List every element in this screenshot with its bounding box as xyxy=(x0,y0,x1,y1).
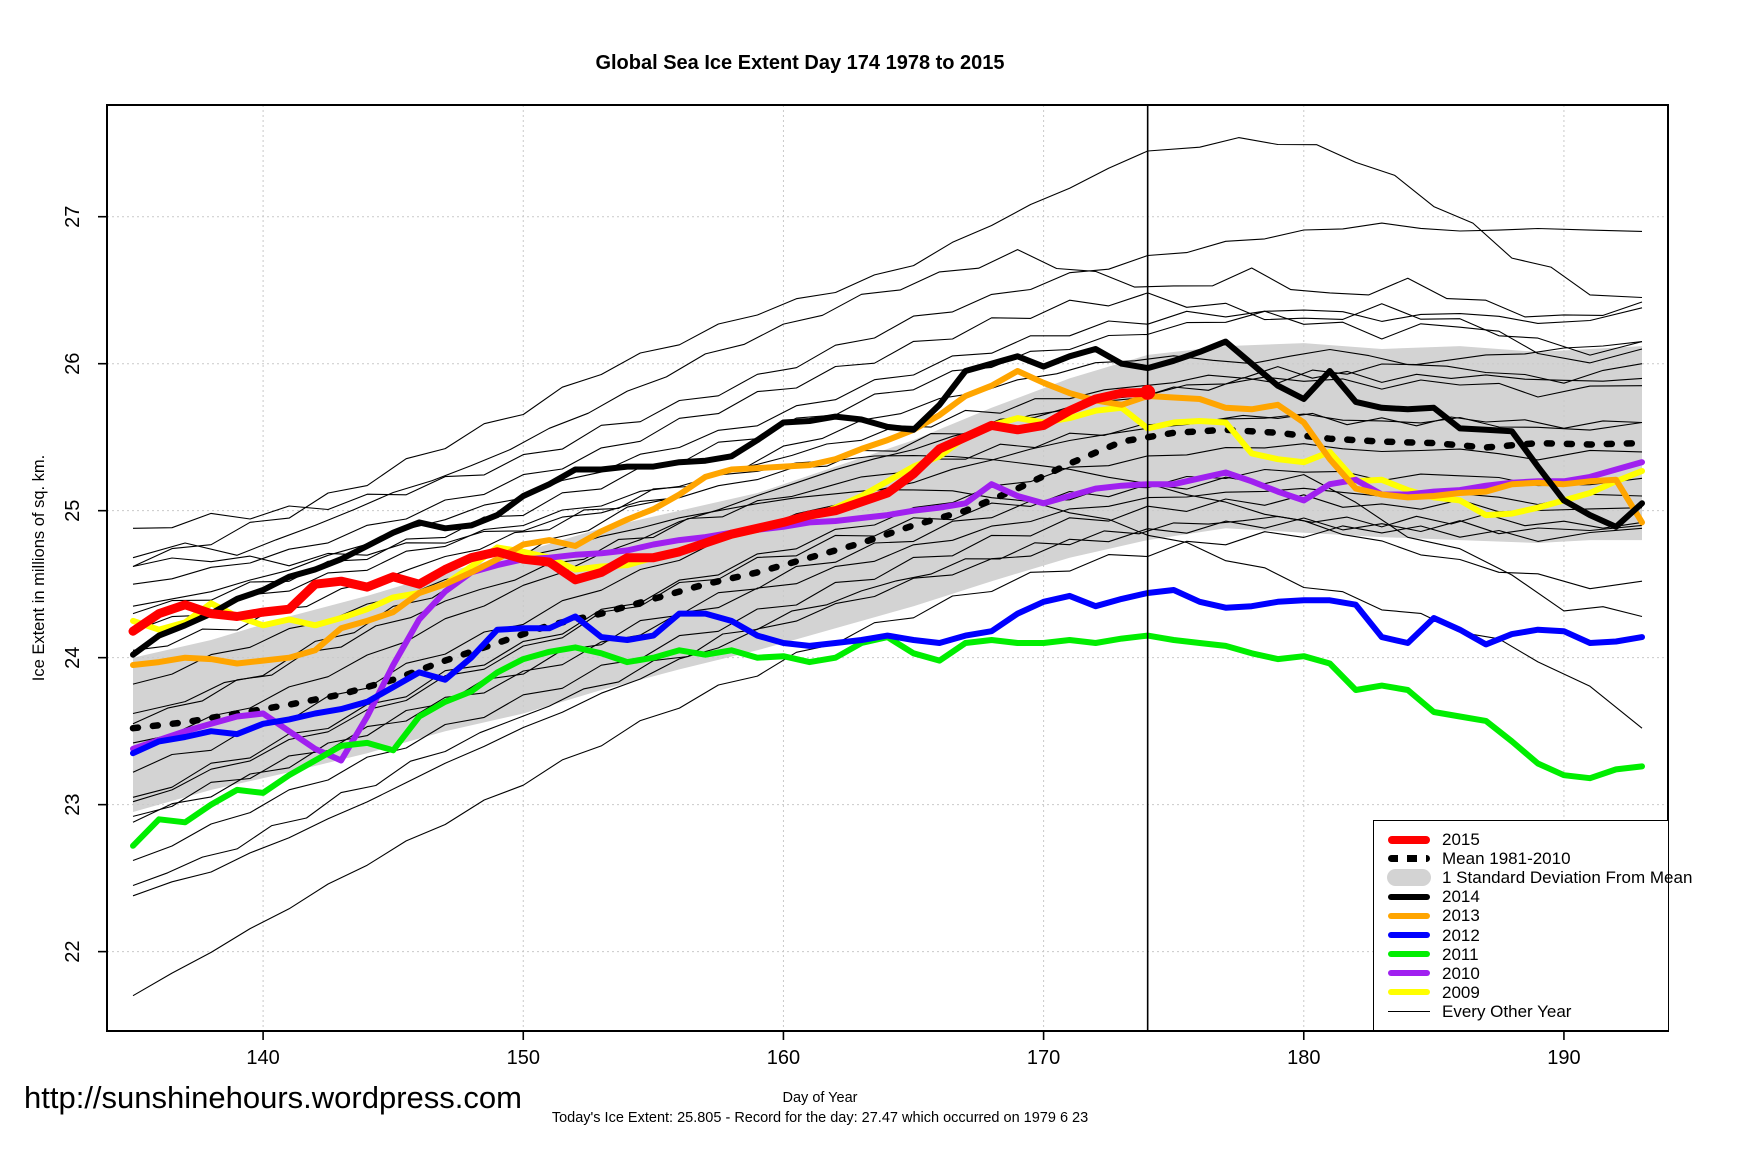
legend-swatch-1-standard-deviation-from-mean xyxy=(1386,869,1432,887)
legend-swatch-2010 xyxy=(1386,970,1432,977)
background-year-line xyxy=(132,307,1643,615)
legend-swatch-2011 xyxy=(1386,951,1432,958)
background-year-line xyxy=(132,249,1643,559)
x-tick-label-160: 160 xyxy=(767,1047,800,1069)
background-year-line xyxy=(132,292,1643,585)
series-line-2012 xyxy=(130,587,1645,757)
legend-swatch-2009 xyxy=(1386,989,1432,996)
legend-swatch-every-other-year xyxy=(1386,1010,1432,1013)
legend-label: 2012 xyxy=(1442,925,1480,945)
series-line-2013 xyxy=(130,368,1645,668)
background-year-line xyxy=(132,341,1643,568)
x-tick-label-180: 180 xyxy=(1287,1047,1320,1069)
legend-item-2011: 2011 xyxy=(1374,945,1668,964)
x-axis-title: Day of Year xyxy=(782,1090,858,1106)
legend-swatch-2012 xyxy=(1386,932,1432,939)
legend-swatch-shape xyxy=(1388,855,1430,863)
chart-title: Global Sea Ice Extent Day 174 1978 to 20… xyxy=(595,52,1005,74)
legend-swatch-2015 xyxy=(1386,835,1432,844)
legend-swatch-2014 xyxy=(1386,893,1432,900)
y-tick-label-24: 24 xyxy=(62,647,84,669)
legend-swatch-shape xyxy=(1388,932,1430,939)
background-year-line xyxy=(132,412,1643,725)
legend-item-mean-1981-2010: Mean 1981-2010 xyxy=(1374,849,1668,868)
legend-label: 2014 xyxy=(1442,887,1480,907)
legend-swatch-shape xyxy=(1387,869,1431,887)
y-tick-label-22: 22 xyxy=(62,940,84,962)
today-ice-extent-caption: Today's Ice Extent: 25.805 - Record for … xyxy=(551,1110,1089,1126)
background-year-line xyxy=(132,376,1643,744)
series-line-2015 xyxy=(128,387,1153,636)
series-line-mean-1981-2010 xyxy=(129,426,1646,732)
background-year-line xyxy=(132,513,1643,887)
x-tick-label-170: 170 xyxy=(1027,1047,1060,1069)
background-year-line xyxy=(132,455,1643,632)
legend-label: 2009 xyxy=(1442,982,1480,1002)
legend-item-2009: 2009 xyxy=(1374,983,1668,1002)
background-year-line xyxy=(132,222,1643,529)
y-axis-title: Ice Extent in millions of sq. km. xyxy=(30,455,48,682)
legend-swatch-shape xyxy=(1388,835,1430,844)
x-tick-label-140: 140 xyxy=(246,1047,279,1069)
legend-item-2012: 2012 xyxy=(1374,925,1668,945)
series-line-2014 xyxy=(130,338,1645,658)
legend-swatch-mean-1981-2010 xyxy=(1386,855,1432,863)
legend-label: 1 Standard Deviation From Mean xyxy=(1442,868,1693,888)
x-tick-label-190: 190 xyxy=(1547,1047,1580,1069)
series-line-2009 xyxy=(130,404,1645,633)
annotation-dot xyxy=(1140,384,1156,400)
background-year-line xyxy=(132,525,1643,997)
background-year-line xyxy=(132,517,1643,897)
legend-item-2015: 2015 xyxy=(1374,830,1668,849)
legend-label: 2015 xyxy=(1442,830,1480,850)
legend-swatch-shape xyxy=(1388,951,1430,958)
legend-label: 2010 xyxy=(1442,963,1480,983)
legend-item-every-other-year: Every Other Year xyxy=(1374,1002,1668,1021)
legend-box: 2015 Mean 1981-2010 1 Standard Deviation F… xyxy=(1373,820,1692,1031)
legend-item-2013: 2013 xyxy=(1374,906,1668,925)
legend-swatch-2013 xyxy=(1386,912,1432,919)
legend-label: Mean 1981-2010 xyxy=(1442,849,1571,869)
legend-label: 2011 xyxy=(1442,944,1479,964)
y-tick-label-27: 27 xyxy=(62,206,84,228)
y-tick-label-25: 25 xyxy=(62,500,84,522)
stddev-band xyxy=(133,343,1642,812)
y-tick-label-26: 26 xyxy=(62,353,84,375)
plot-border xyxy=(106,104,1669,1032)
legend-swatch-shape xyxy=(1388,912,1430,919)
legend-item-2010: 2010 xyxy=(1374,964,1668,983)
y-tick-label-23: 23 xyxy=(62,793,84,815)
legend-label: Every Other Year xyxy=(1442,1001,1572,1021)
legend-item-2014: 2014 xyxy=(1374,887,1668,906)
site-url[interactable]: http://sunshinehours.wordpress.com xyxy=(24,1080,522,1115)
background-year-line xyxy=(132,443,1643,798)
background-year-line xyxy=(132,137,1643,567)
legend-item-1-standard-deviation-from-mean: 1 Standard Deviation From Mean xyxy=(1374,868,1692,887)
x-tick-label-150: 150 xyxy=(507,1047,540,1069)
legend-swatch-shape xyxy=(1388,1010,1430,1013)
background-year-line xyxy=(132,468,1643,823)
background-year-line xyxy=(132,494,1643,862)
legend-swatch-shape xyxy=(1388,989,1430,996)
legend-swatch-shape xyxy=(1388,970,1430,977)
legend-swatch-shape xyxy=(1388,893,1430,900)
legend-label: 2013 xyxy=(1442,906,1480,926)
background-year-line xyxy=(132,487,1643,817)
